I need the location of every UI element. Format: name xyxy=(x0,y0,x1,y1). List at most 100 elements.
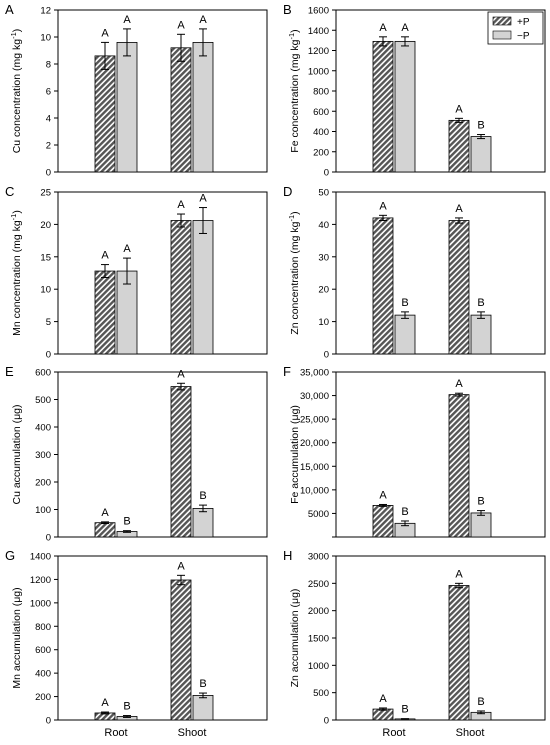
bar-minus-p xyxy=(192,695,214,721)
y-tick-label: 200 xyxy=(35,692,51,703)
bar-plus-p xyxy=(170,386,192,538)
y-tick-label: 1000 xyxy=(308,661,329,672)
y-axis-label: Fe concentration (mg kg-1) xyxy=(287,29,301,152)
significance-letter: B xyxy=(477,696,484,708)
panel-letter: A xyxy=(5,2,14,17)
panel-h: H 0 500 1000 1500 2000 2500 3000 Zn accumulation… xyxy=(283,548,546,739)
significance-letter: A xyxy=(379,200,387,212)
significance-letter: A xyxy=(401,22,409,34)
bar-minus-p xyxy=(394,314,416,355)
significance-letter: A xyxy=(455,103,463,115)
y-tick-label: 8 xyxy=(46,60,51,71)
y-tick-label: 0 xyxy=(324,716,329,727)
y-tick-label: 600 xyxy=(313,107,329,118)
y-tick-label: 1200 xyxy=(308,46,329,57)
significance-letter: A xyxy=(455,203,463,215)
panel-d: D 0 10 20 30 40 50 Zn concentration (mg kg-1) A A… xyxy=(283,184,546,361)
y-tick-label: 0 xyxy=(46,350,51,361)
y-axis-label: Zn concentration (mg kg-1) xyxy=(287,211,301,334)
y-axis-label: Zn accumulation (μg) xyxy=(289,589,301,688)
significance-letter: A xyxy=(455,378,463,390)
y-axis-label-tail: ) xyxy=(11,29,23,33)
y-tick-label: 10,000 xyxy=(300,485,329,496)
y-tick-label: 15 xyxy=(40,252,51,263)
bar-minus-p xyxy=(192,42,214,173)
y-tick-label: 20 xyxy=(40,220,51,231)
legend-label-plus-p: +P xyxy=(517,17,530,28)
bar-minus-p xyxy=(116,42,138,173)
y-tick-label: 3000 xyxy=(308,552,329,563)
x-category-label: Root xyxy=(382,727,405,739)
y-axis-label-sup: -1 xyxy=(9,214,18,221)
y-axis-label: Mn accumulation (μg) xyxy=(11,587,23,688)
significance-letter: A xyxy=(199,14,207,26)
x-category-label: Shoot xyxy=(178,727,207,739)
y-tick-label: 2500 xyxy=(308,579,329,590)
y-tick-label: 0 xyxy=(46,533,51,544)
plot-frame xyxy=(335,555,546,721)
y-tick-label: 300 xyxy=(35,450,51,461)
significance-letter: B xyxy=(401,506,408,518)
panel-letter: G xyxy=(5,548,15,563)
y-tick-label: 600 xyxy=(35,645,51,656)
y-tick-label: 200 xyxy=(313,147,329,158)
bar-plus-p xyxy=(448,220,470,355)
bar-plus-p xyxy=(448,585,470,721)
panel-g: G 0 200 400 600 800 1000 1200 1400 Mn accumulatio… xyxy=(5,548,268,739)
bar-plus-p xyxy=(170,579,192,721)
panel-f: F 5000 10,000 15,000 20,000 25,000 30,000 35,00… xyxy=(283,364,546,538)
bar-plus-p xyxy=(372,217,394,355)
significance-letter: A xyxy=(101,697,109,709)
significance-letter: A xyxy=(177,19,185,31)
y-axis-label-tail: ) xyxy=(289,29,301,33)
significance-letter: B xyxy=(123,516,130,528)
y-tick-label: 100 xyxy=(35,505,51,516)
bar-minus-p xyxy=(192,507,214,538)
y-tick-label: 800 xyxy=(35,622,51,633)
bar-plus-p xyxy=(372,505,394,538)
y-axis-label-tail: ) xyxy=(11,210,23,214)
significance-letter: A xyxy=(379,693,387,705)
y-tick-label: 15,000 xyxy=(300,462,329,473)
y-tick-label: 1500 xyxy=(308,634,329,645)
y-tick-label: 10 xyxy=(40,285,51,296)
y-tick-label: 1400 xyxy=(30,552,51,563)
significance-letter: B xyxy=(401,704,408,716)
significance-letter: B xyxy=(477,120,484,132)
plot-frame xyxy=(335,371,546,538)
significance-letter: B xyxy=(477,496,484,508)
y-axis-label-sup: -1 xyxy=(9,32,18,39)
bar-minus-p xyxy=(394,40,416,173)
x-category-label: Shoot xyxy=(456,727,485,739)
y-tick-label: 35,000 xyxy=(300,368,329,379)
significance-letter: A xyxy=(123,243,131,255)
panel-c: C 0 5 10 15 20 25 Mn concentration (mg kg-1) A A A… xyxy=(5,184,268,361)
y-tick-label: 2000 xyxy=(308,606,329,617)
legend-swatch-minus-p xyxy=(492,30,512,40)
y-tick-label: 10 xyxy=(40,33,51,44)
y-tick-label: 1400 xyxy=(308,26,329,37)
significance-letter: A xyxy=(455,568,463,580)
bar-minus-p xyxy=(470,136,492,173)
y-tick-label: 50 xyxy=(318,188,329,199)
plot-frame xyxy=(57,371,268,538)
bar-plus-p xyxy=(94,270,116,355)
panel-e: E 0 100 200 300 400 500 600 Cu accumulation (μg)… xyxy=(5,364,268,544)
y-tick-label: 1000 xyxy=(308,66,329,77)
y-tick-label: 0 xyxy=(46,716,51,727)
significance-letter: A xyxy=(101,250,109,262)
y-tick-label: 0 xyxy=(46,168,51,179)
y-tick-label: 20 xyxy=(318,285,329,296)
bar-plus-p xyxy=(170,220,192,355)
y-tick-label: 4 xyxy=(46,114,51,125)
bar-plus-p xyxy=(94,522,116,538)
significance-letter: A xyxy=(379,22,387,34)
bar-plus-p xyxy=(448,119,470,173)
y-axis-label-main: Zn concentration (mg kg xyxy=(289,221,301,334)
y-axis-label-sup: -1 xyxy=(287,33,296,40)
y-axis-label-main: Cu concentration (mg kg xyxy=(11,39,23,154)
bar-minus-p xyxy=(192,220,214,355)
y-tick-label: 500 xyxy=(35,395,51,406)
